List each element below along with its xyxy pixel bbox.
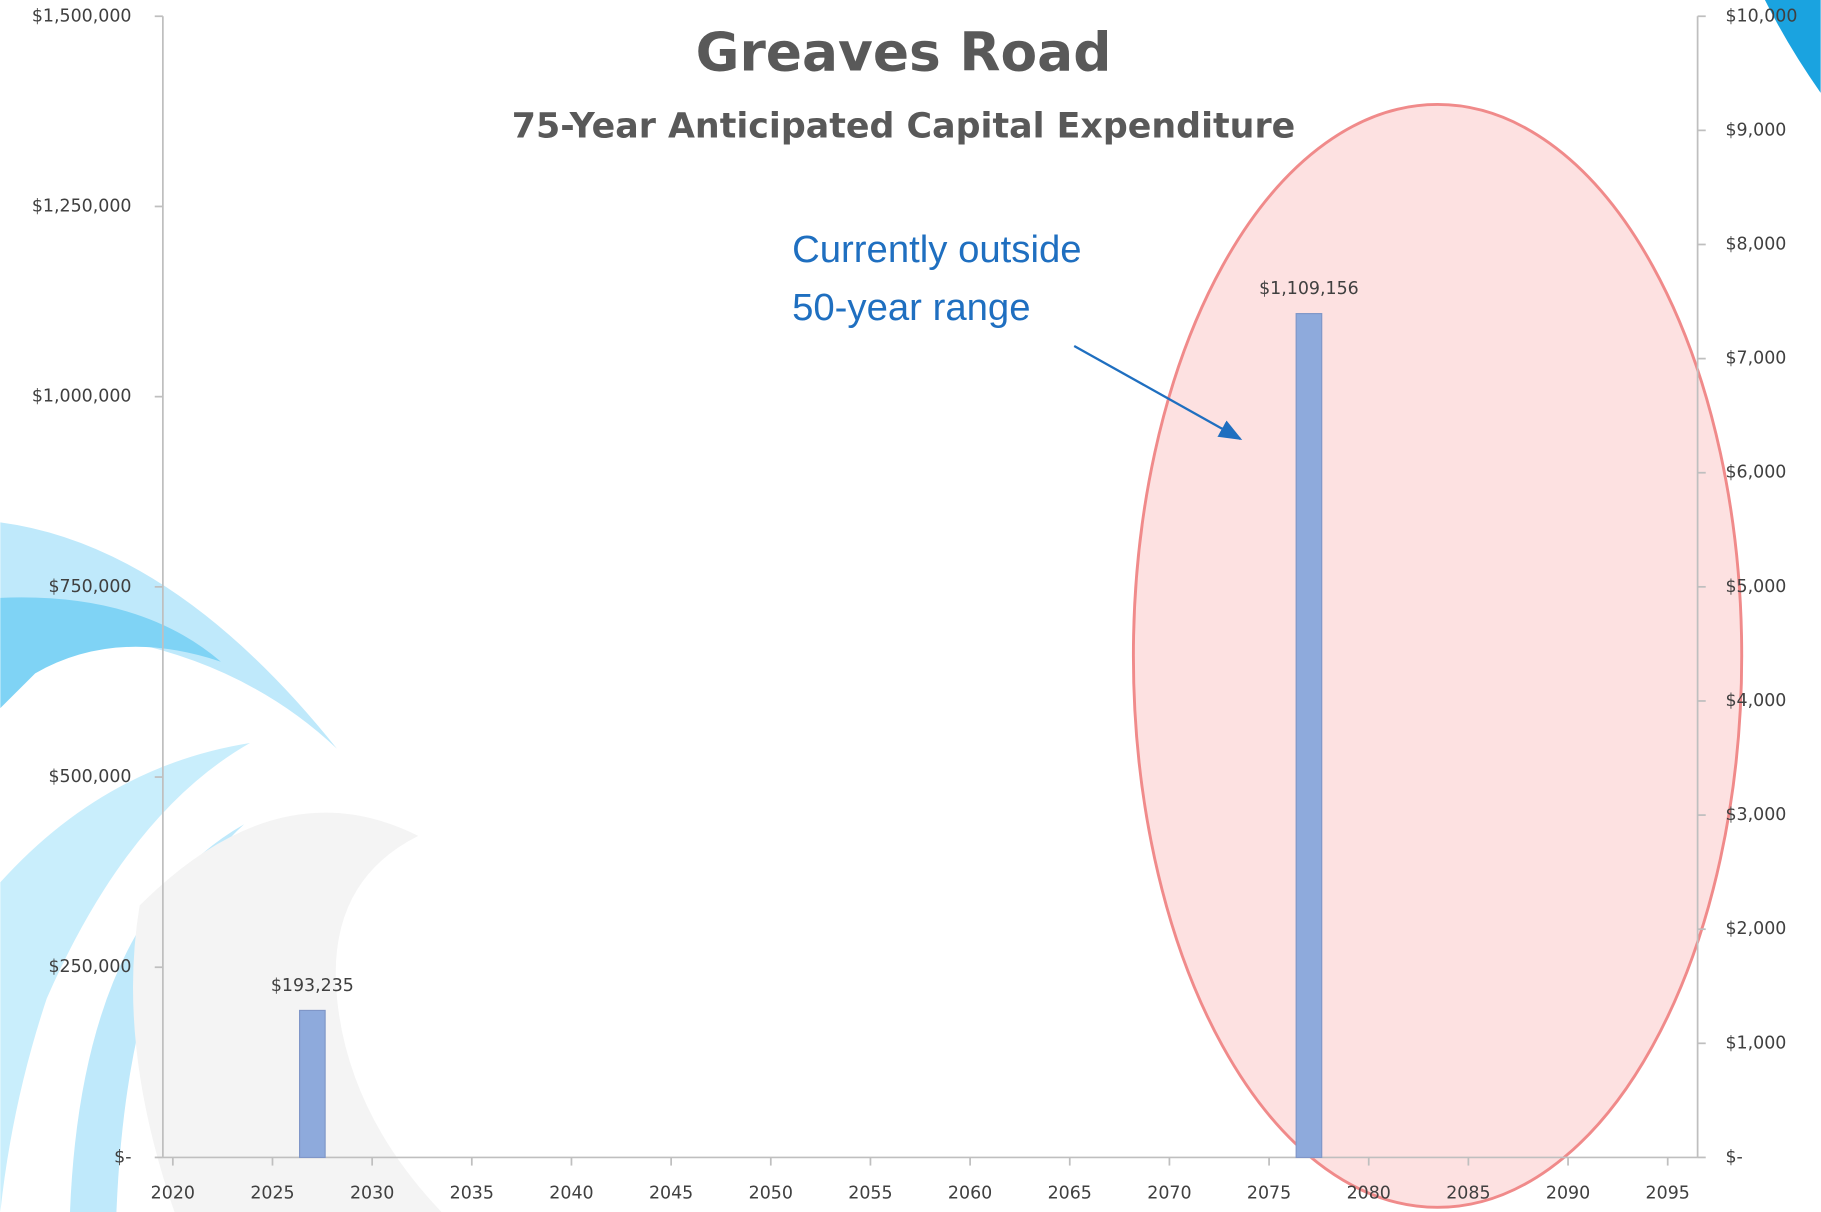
y-tick-label: $750,000 xyxy=(48,577,131,597)
y2-tick-label: $7,000 xyxy=(1725,349,1786,369)
y-tick-label: $1,500,000 xyxy=(32,6,132,26)
x-tick-label: 2070 xyxy=(1147,1183,1191,1203)
x-tick-label: 2095 xyxy=(1646,1183,1690,1203)
x-tick-label: 2080 xyxy=(1347,1183,1391,1203)
y2-tick-label: $- xyxy=(1725,1147,1742,1167)
x-tick-label: 2075 xyxy=(1247,1183,1291,1203)
bar xyxy=(1295,313,1323,1159)
annotation-arrow xyxy=(1073,344,1243,440)
x-tick-label: 2055 xyxy=(848,1183,892,1203)
bar xyxy=(299,1009,326,1159)
x-tick-label: 2035 xyxy=(450,1183,494,1203)
y2-tick-label: $9,000 xyxy=(1725,120,1786,140)
x-tick-label: 2050 xyxy=(749,1183,793,1203)
y2-tick-label: $4,000 xyxy=(1725,691,1786,711)
x-tick-label: 2025 xyxy=(250,1183,294,1203)
x-tick-label: 2020 xyxy=(151,1183,195,1203)
y2-tick-label: $5,000 xyxy=(1725,577,1786,597)
chart-subtitle: 75-Year Anticipated Capital Expenditure xyxy=(512,107,1295,147)
y2-tick-label: $10,000 xyxy=(1725,6,1797,26)
x-tick-label: 2030 xyxy=(350,1183,394,1203)
highlight-ellipse xyxy=(1131,103,1744,1209)
y-tick-label: $- xyxy=(114,1147,131,1167)
y2-tick-label: $6,000 xyxy=(1725,463,1786,483)
x-tick-label: 2090 xyxy=(1546,1183,1590,1203)
x-tick-label: 2060 xyxy=(948,1183,992,1203)
x-tick-label: 2065 xyxy=(1048,1183,1092,1203)
annotation: 50-year range xyxy=(792,286,1030,329)
y2-tick-label: $2,000 xyxy=(1725,919,1786,939)
y-tick-label: $1,250,000 xyxy=(32,196,132,216)
y2-tick-label: $1,000 xyxy=(1725,1033,1786,1053)
x-tick-label: 2040 xyxy=(549,1183,593,1203)
y-tick-label: $250,000 xyxy=(48,957,131,977)
y2-tick-label: $8,000 xyxy=(1725,234,1786,254)
x-tick-label: 2085 xyxy=(1446,1183,1490,1203)
value-label: $193,235 xyxy=(271,976,354,996)
x-tick-label: 2045 xyxy=(649,1183,693,1203)
value-label: $1,109,156 xyxy=(1259,279,1359,299)
y2-tick-label: $3,000 xyxy=(1725,805,1786,825)
annotation: Currently outside xyxy=(792,228,1082,271)
chart-title: Greaves Road xyxy=(696,20,1112,83)
y-tick-label: $1,000,000 xyxy=(32,387,132,407)
y-tick-label: $500,000 xyxy=(48,767,131,787)
